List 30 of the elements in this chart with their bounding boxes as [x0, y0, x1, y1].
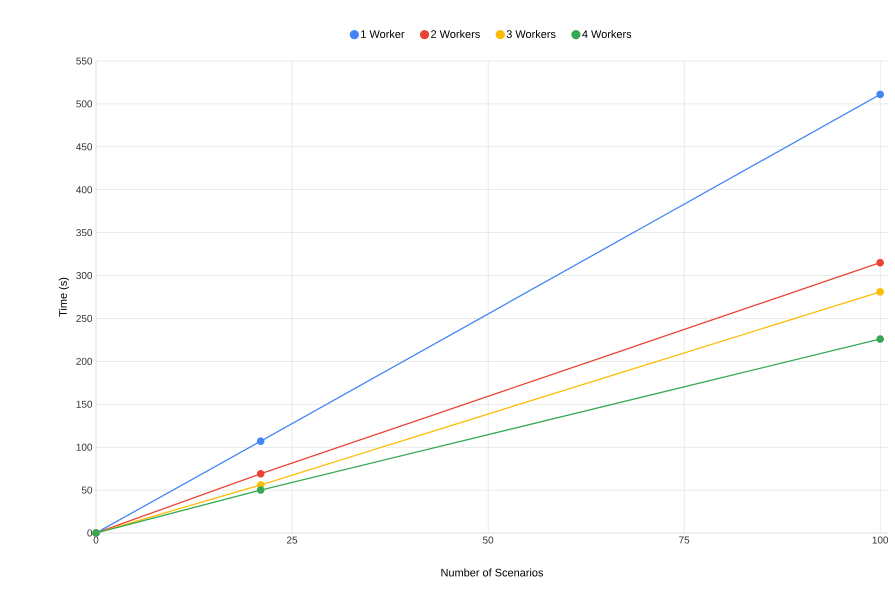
legend-label: 4 Workers: [582, 30, 632, 38]
x-tick-label: 50: [482, 536, 494, 544]
y-tick-label: 450: [76, 143, 92, 150]
x-axis-title: Number of Scenarios: [441, 568, 544, 576]
legend-label: 3 Workers: [506, 30, 556, 38]
point: [256, 437, 265, 446]
y-tick-label: 400: [76, 186, 92, 194]
y-tick-label: 50: [82, 486, 92, 494]
legend-label: 1 Worker: [361, 30, 404, 38]
y-tick-label: 300: [76, 272, 92, 280]
point: [256, 486, 265, 494]
y-tick-label: 100: [76, 444, 92, 451]
y-tick-label: 250: [76, 314, 92, 322]
y-tick-label: 550: [76, 57, 92, 65]
x-tick-label: 75: [679, 536, 690, 544]
y-tick-label: 0: [87, 529, 92, 537]
point: [876, 90, 884, 98]
x-tick-label: 0: [94, 536, 98, 544]
point: [256, 470, 265, 478]
y-tick-label: 350: [76, 229, 92, 236]
point: [876, 288, 884, 296]
y-tick-label: 200: [76, 358, 92, 365]
y-axis-title: Time (s): [58, 278, 70, 317]
point: [876, 335, 884, 343]
y-tick-label: 150: [76, 400, 92, 408]
legend-label: 2 Workers: [431, 30, 480, 38]
point: [876, 258, 884, 267]
x-tick-label: 100: [872, 536, 888, 544]
x-tick-label: 25: [287, 536, 298, 544]
y-tick-label: 500: [76, 100, 92, 108]
